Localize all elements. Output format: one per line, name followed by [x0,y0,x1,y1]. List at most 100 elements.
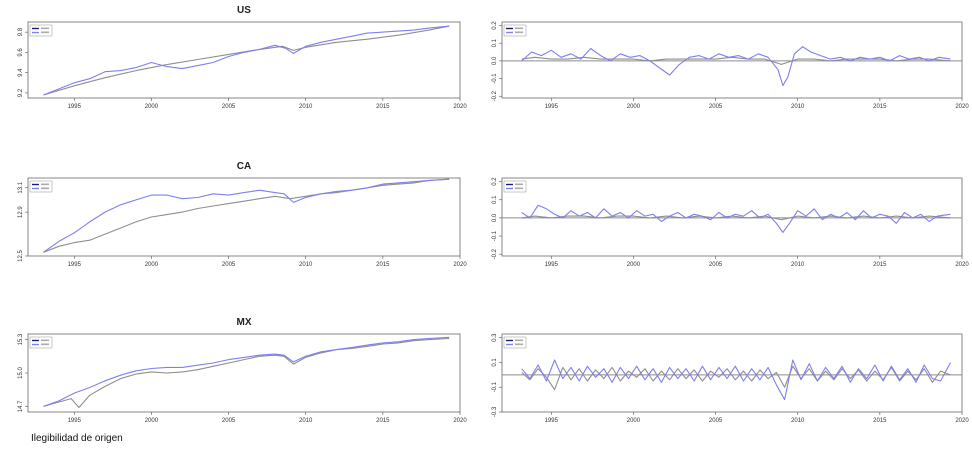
y-tick-label: -0.1 [492,230,498,241]
legend-text-smudge-2 [515,31,523,34]
x-tick-label: 2015 [873,262,887,268]
chart-panel-us-level: US 1995 2000 2005 2010 2015 2020 9.2 9.4 9.6 9.8 [18,5,467,110]
legend-text-smudge-2 [41,31,49,34]
plot-frame [27,177,461,257]
legend-text-smudge-1 [41,27,49,30]
chart-panel-mx-level: MX 1995 2000 2005 2010 2015 2020 14.7 15.0 15.3 [18,317,467,424]
x-tick-label: 2020 [955,262,969,268]
chart-title: US [237,5,251,16]
x-tick-label: 2020 [453,418,467,424]
y-tick-label: -0.2 [492,248,498,259]
y-tick-label: 13.1 [18,181,24,193]
x-tick-label: 2015 [376,262,390,268]
x-tick-label: 2005 [222,418,236,424]
legend-box [29,24,53,37]
x-tick-label: 2015 [376,104,390,110]
legend-box [503,180,527,193]
series-line-1 [43,25,450,96]
legend-text-smudge-2 [515,187,523,190]
x-tick-label: 1995 [68,262,82,268]
chart-title: MX [237,317,252,328]
x-tick-label: 1995 [68,104,82,110]
x-tick-label: 2010 [299,104,313,110]
y-tick-label: 0.2 [492,21,498,30]
plot-frame [27,333,461,413]
x-tick-label: 2005 [709,104,723,110]
legend [503,180,527,193]
y-tick-label: -0.3 [492,406,498,417]
x-tick-label: 2010 [299,418,313,424]
legend-text-smudge-1 [515,339,523,342]
legend [29,336,53,349]
y-tick-label: 0.1 [492,38,498,47]
series-line-2 [521,46,951,87]
x-tick-label: 2010 [791,104,805,110]
legend-box [29,336,53,349]
x-tick-label: 2000 [627,418,641,424]
x-tick-label: 2015 [873,418,887,424]
x-tick-label: 1995 [545,104,559,110]
series-line-2 [521,204,951,233]
y-tick-label: 14.7 [18,400,24,412]
x-tick-label: 2000 [627,104,641,110]
x-tick-label: 2010 [299,262,313,268]
y-tick-label: 9.6 [18,48,24,57]
y-tick-label: 9.2 [18,88,24,97]
y-tick-label: 9.8 [18,27,24,36]
x-tick-label: 1995 [68,418,82,424]
legend [29,180,53,193]
x-tick-label: 2020 [453,104,467,110]
y-tick-label: 12.5 [18,250,24,262]
chart-panel-us-diff: 1995 2000 2005 2010 2015 2020 -0.2 -0.1 0.0 0.1 0.… [492,21,969,110]
legend [503,336,527,349]
x-tick-label: 2010 [791,418,805,424]
y-tick-label: 15.0 [18,367,24,379]
y-tick-label: 0.1 [492,195,498,204]
series-line-2 [43,336,450,407]
chart-panel-ca-diff: 1995 2000 2005 2010 2015 2020 -0.2 -0.1 0.0 0.1 0.… [492,177,969,268]
y-tick-label: 0.3 [492,333,498,342]
x-tick-label: 1995 [545,262,559,268]
series-line-1 [521,56,951,65]
x-tick-label: 2000 [145,104,159,110]
legend-text-smudge-2 [41,343,49,346]
y-tick-label: 0.1 [492,358,498,367]
series-line-2 [43,178,450,253]
x-tick-label: 2015 [873,104,887,110]
legend-box [503,24,527,37]
legend-text-smudge-1 [515,27,523,30]
x-tick-label: 2010 [791,262,805,268]
x-tick-label: 2005 [709,262,723,268]
x-tick-label: 2005 [222,104,236,110]
x-tick-label: 2005 [222,262,236,268]
x-tick-label: 2020 [955,104,969,110]
y-tick-label: 15.3 [18,333,24,345]
y-tick-label: 12.9 [18,206,24,218]
legend [29,24,53,37]
legend-box [29,180,53,193]
legend-text-smudge-2 [41,187,49,190]
x-tick-label: 2000 [145,262,159,268]
y-tick-label: 0.0 [492,56,498,65]
x-tick-label: 2000 [145,418,159,424]
y-tick-label: 9.4 [18,68,24,77]
x-tick-label: 2000 [627,262,641,268]
plot-frame [27,21,461,99]
chart-panel-ca-level: CA 1995 2000 2005 2010 2015 2020 12.5 12.9 13.1 [18,161,467,268]
chart-panel-mx-diff: 1995 2000 2005 2010 2015 2020 -0.3 -0.1 0.1 0.3 [492,333,969,424]
legend-box [503,336,527,349]
series-line-2 [521,359,951,401]
y-tick-label: 0.0 [492,213,498,222]
legend [503,24,527,37]
y-tick-label: -0.1 [492,73,498,84]
legend-text-smudge-1 [41,339,49,342]
x-tick-label: 2020 [453,262,467,268]
legend-text-smudge-2 [515,343,523,346]
x-tick-label: 2005 [709,418,723,424]
series-line-2 [43,25,450,96]
y-tick-label: -0.2 [492,90,498,101]
x-tick-label: 2015 [376,418,390,424]
legend-text-smudge-1 [41,183,49,186]
x-tick-label: 2020 [955,418,969,424]
